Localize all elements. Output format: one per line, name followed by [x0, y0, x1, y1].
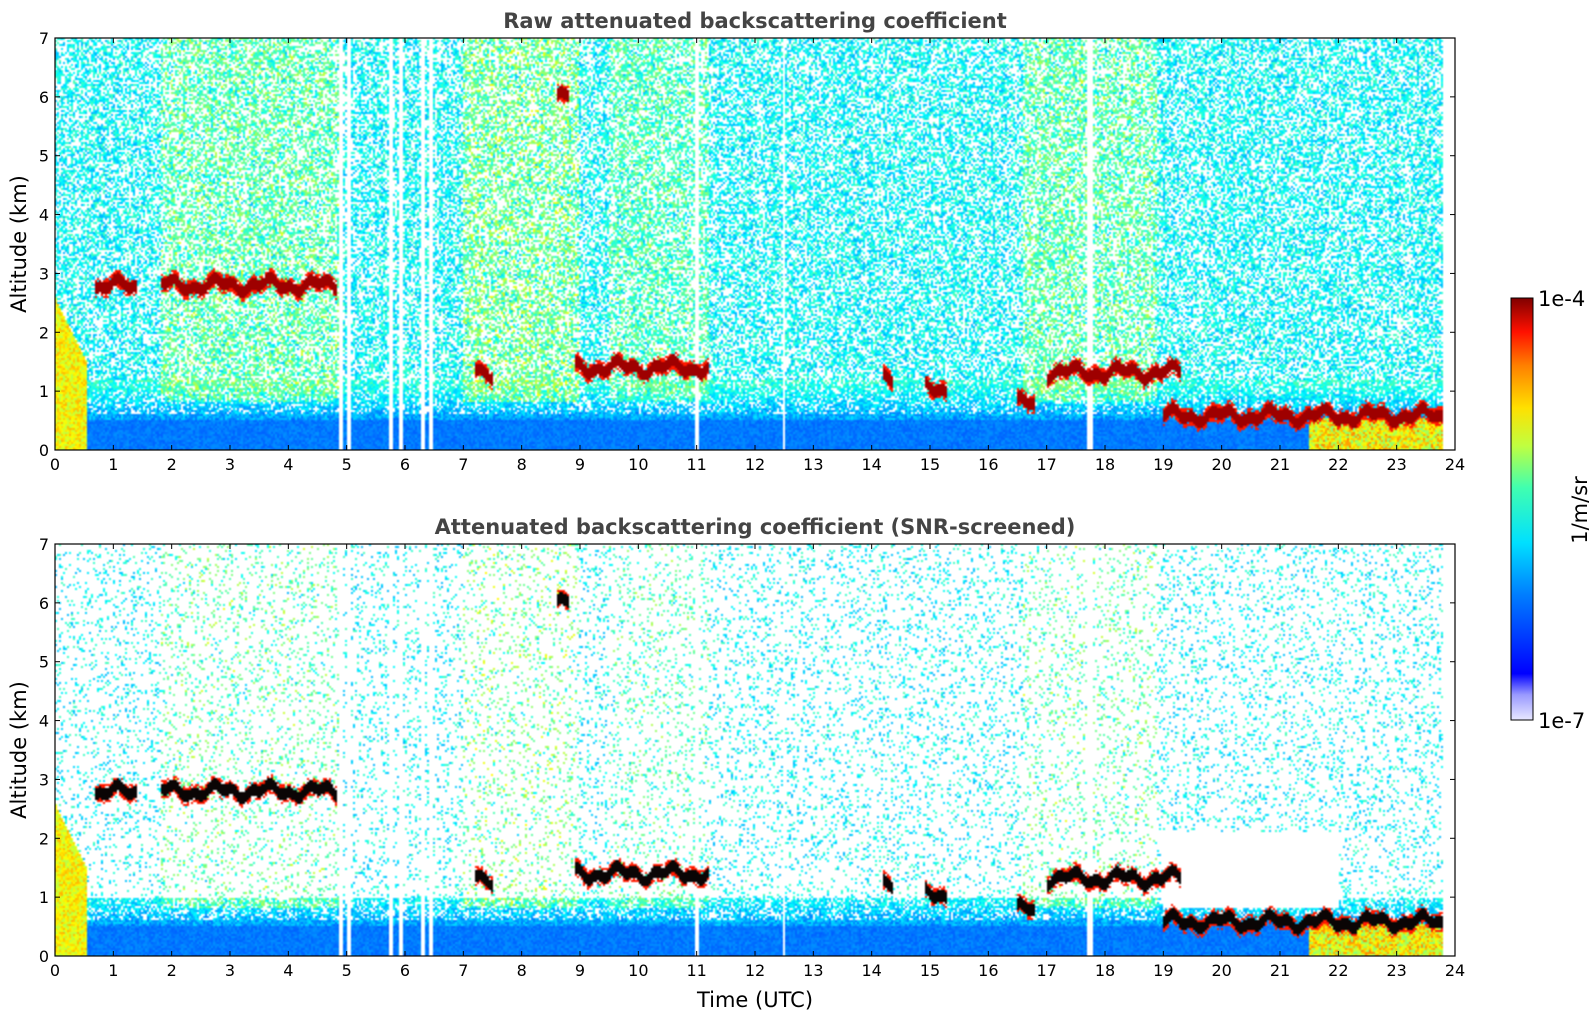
- x-tick-label: 19: [1153, 961, 1173, 980]
- y-tick-label: 0: [39, 441, 49, 460]
- panel-raw: Raw attenuated backscattering coefficien…: [7, 9, 1465, 474]
- x-tick-label: 7: [458, 961, 468, 980]
- x-tick-label: 3: [225, 961, 235, 980]
- x-axis-label: Time (UTC): [696, 988, 813, 1012]
- x-ticks: 0 1 2 3 4 5 6 7 8 9 10 11 12 13 14 15 16 17 18 19 20 21 22 23 24: [50, 38, 1465, 474]
- x-tick-label: 17: [1036, 455, 1056, 474]
- y-tick-label: 6: [39, 88, 49, 107]
- x-tick-label: 16: [978, 455, 998, 474]
- heatmap-image: [55, 544, 1455, 956]
- x-tick-label: 2: [167, 455, 177, 474]
- x-tick-label: 0: [50, 455, 60, 474]
- colorbar-unit-label: 1/m/sr: [1568, 476, 1592, 544]
- x-tick-label: 13: [803, 455, 823, 474]
- x-ticks: 0 1 2 3 4 5 6 7 8 9 10 11 12 13 14 15 16 17 18 19 20 21 22 23 24: [50, 544, 1465, 980]
- x-tick-label: 21: [1270, 455, 1290, 474]
- x-tick-label: 8: [517, 455, 527, 474]
- x-tick-label: 2: [167, 961, 177, 980]
- y-tick-label: 7: [39, 29, 49, 48]
- colorbar-gradient: [1510, 297, 1534, 721]
- y-tick-label: 2: [39, 323, 49, 342]
- x-tick-label: 4: [283, 961, 293, 980]
- y-tick-label: 5: [39, 147, 49, 166]
- x-tick-label: 9: [575, 455, 585, 474]
- y-tick-label: 0: [39, 947, 49, 966]
- x-tick-label: 10: [628, 961, 648, 980]
- x-tick-label: 23: [1386, 961, 1406, 980]
- x-tick-label: 22: [1328, 455, 1348, 474]
- x-tick-label: 12: [745, 455, 765, 474]
- heatmap-image: [55, 38, 1455, 450]
- y-axis-label: Altitude (km): [7, 175, 31, 313]
- y-tick-label: 4: [39, 712, 49, 731]
- y-tick-label: 1: [39, 382, 49, 401]
- x-tick-label: 18: [1095, 455, 1115, 474]
- chart-title: Raw attenuated backscattering coefficien…: [503, 9, 1007, 33]
- y-ticks: 0 1 2 3 4 5 6 7: [39, 29, 1455, 460]
- colorbar: 1e-4 1e-7 1/m/sr: [1510, 287, 1592, 733]
- x-tick-label: 17: [1036, 961, 1056, 980]
- x-tick-label: 8: [517, 961, 527, 980]
- y-tick-label: 3: [39, 770, 49, 789]
- y-tick-label: 7: [39, 535, 49, 554]
- x-tick-label: 3: [225, 455, 235, 474]
- chart-title: Attenuated backscattering coefficient (S…: [435, 515, 1076, 539]
- x-tick-label: 23: [1386, 455, 1406, 474]
- x-tick-label: 20: [1211, 455, 1231, 474]
- x-tick-label: 16: [978, 961, 998, 980]
- x-tick-label: 1: [108, 455, 118, 474]
- x-tick-label: 5: [342, 455, 352, 474]
- x-tick-label: 20: [1211, 961, 1231, 980]
- x-tick-label: 11: [686, 961, 706, 980]
- y-tick-label: 3: [39, 264, 49, 283]
- colorbar-max-label: 1e-4: [1538, 287, 1585, 311]
- x-tick-label: 10: [628, 455, 648, 474]
- x-tick-label: 6: [400, 455, 410, 474]
- y-tick-label: 5: [39, 653, 49, 672]
- x-tick-label: 1: [108, 961, 118, 980]
- y-tick-label: 1: [39, 888, 49, 907]
- y-tick-label: 6: [39, 594, 49, 613]
- x-tick-label: 7: [458, 455, 468, 474]
- x-tick-label: 21: [1270, 961, 1290, 980]
- x-tick-label: 14: [861, 961, 881, 980]
- x-tick-label: 12: [745, 961, 765, 980]
- x-tick-label: 5: [342, 961, 352, 980]
- x-tick-label: 6: [400, 961, 410, 980]
- x-tick-label: 24: [1445, 455, 1465, 474]
- x-tick-label: 22: [1328, 961, 1348, 980]
- y-ticks: 0 1 2 3 4 5 6 7: [39, 535, 1455, 966]
- panel-screened: Attenuated backscattering coefficient (S…: [7, 515, 1465, 1012]
- x-tick-label: 18: [1095, 961, 1115, 980]
- colorbar-min-label: 1e-7: [1538, 709, 1585, 733]
- y-tick-label: 2: [39, 829, 49, 848]
- y-tick-label: 4: [39, 206, 49, 225]
- x-tick-label: 13: [803, 961, 823, 980]
- y-axis-label: Altitude (km): [7, 681, 31, 819]
- x-tick-label: 11: [686, 455, 706, 474]
- x-tick-label: 15: [920, 455, 940, 474]
- x-tick-label: 19: [1153, 455, 1173, 474]
- x-tick-label: 4: [283, 455, 293, 474]
- x-tick-label: 14: [861, 455, 881, 474]
- x-tick-label: 24: [1445, 961, 1465, 980]
- x-tick-label: 15: [920, 961, 940, 980]
- x-tick-label: 0: [50, 961, 60, 980]
- x-tick-label: 9: [575, 961, 585, 980]
